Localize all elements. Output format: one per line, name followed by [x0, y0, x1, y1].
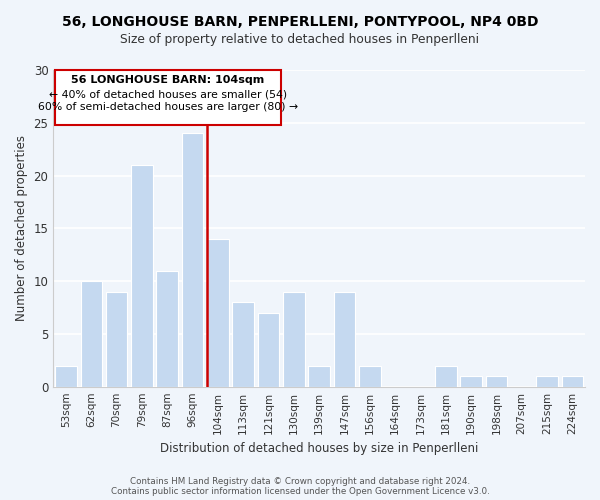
- Text: 56, LONGHOUSE BARN, PENPERLLENI, PONTYPOOL, NP4 0BD: 56, LONGHOUSE BARN, PENPERLLENI, PONTYPO…: [62, 15, 538, 29]
- Bar: [334, 292, 355, 386]
- Bar: [536, 376, 558, 386]
- Bar: [460, 376, 482, 386]
- Bar: [232, 302, 254, 386]
- Bar: [359, 366, 380, 386]
- Bar: [562, 376, 583, 386]
- Text: ← 40% of detached houses are smaller (54): ← 40% of detached houses are smaller (54…: [49, 89, 287, 99]
- Bar: [182, 134, 203, 386]
- Bar: [308, 366, 330, 386]
- Text: Contains HM Land Registry data © Crown copyright and database right 2024.: Contains HM Land Registry data © Crown c…: [130, 478, 470, 486]
- FancyBboxPatch shape: [55, 70, 281, 125]
- Bar: [283, 292, 305, 386]
- Bar: [435, 366, 457, 386]
- Bar: [131, 165, 152, 386]
- Bar: [485, 376, 507, 386]
- Text: Size of property relative to detached houses in Penperlleni: Size of property relative to detached ho…: [121, 32, 479, 46]
- X-axis label: Distribution of detached houses by size in Penperlleni: Distribution of detached houses by size …: [160, 442, 478, 455]
- Y-axis label: Number of detached properties: Number of detached properties: [15, 136, 28, 322]
- Bar: [106, 292, 127, 386]
- Text: 60% of semi-detached houses are larger (80) →: 60% of semi-detached houses are larger (…: [38, 102, 298, 112]
- Bar: [258, 313, 279, 386]
- Bar: [157, 270, 178, 386]
- Bar: [55, 366, 77, 386]
- Text: Contains public sector information licensed under the Open Government Licence v3: Contains public sector information licen…: [110, 487, 490, 496]
- Text: 56 LONGHOUSE BARN: 104sqm: 56 LONGHOUSE BARN: 104sqm: [71, 76, 265, 86]
- Bar: [207, 239, 229, 386]
- Bar: [80, 281, 102, 386]
